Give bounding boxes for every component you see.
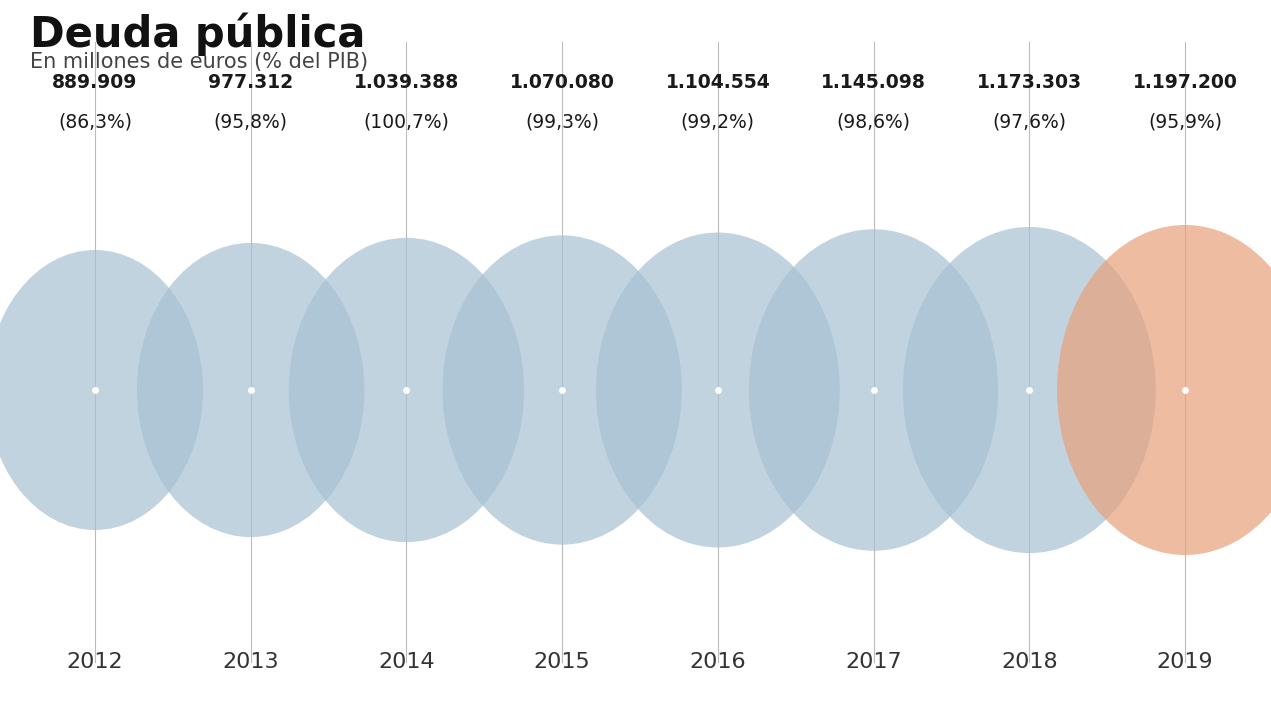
Text: 2019: 2019 (1157, 652, 1214, 672)
Ellipse shape (902, 227, 1155, 553)
Text: (95,8%): (95,8%) (214, 113, 287, 132)
Text: 2013: 2013 (222, 652, 280, 672)
Text: 1.039.388: 1.039.388 (353, 73, 459, 92)
Text: 2015: 2015 (534, 652, 591, 672)
Text: 1.070.080: 1.070.080 (510, 73, 615, 92)
Text: 1.197.200: 1.197.200 (1132, 73, 1238, 92)
Text: (95,9%): (95,9%) (1148, 113, 1221, 132)
Ellipse shape (596, 232, 840, 548)
Text: 889.909: 889.909 (52, 73, 137, 92)
Ellipse shape (137, 243, 365, 537)
Text: 1.104.554: 1.104.554 (666, 73, 770, 92)
Ellipse shape (289, 238, 524, 542)
Text: 2016: 2016 (690, 652, 746, 672)
Text: 977.312: 977.312 (208, 73, 294, 92)
Ellipse shape (749, 230, 998, 551)
Text: 1.145.098: 1.145.098 (821, 73, 927, 92)
Text: En millones de euros (% del PIB): En millones de euros (% del PIB) (31, 52, 369, 72)
Text: 2018: 2018 (1002, 652, 1057, 672)
Text: Deuda pública: Deuda pública (31, 12, 365, 55)
Text: 2014: 2014 (377, 652, 435, 672)
Text: 2012: 2012 (66, 652, 123, 672)
Text: (99,3%): (99,3%) (525, 113, 599, 132)
Text: (97,6%): (97,6%) (993, 113, 1066, 132)
Text: (100,7%): (100,7%) (364, 113, 450, 132)
Ellipse shape (0, 250, 203, 530)
Text: (98,6%): (98,6%) (836, 113, 910, 132)
Ellipse shape (1057, 225, 1271, 555)
Text: 1.173.303: 1.173.303 (976, 73, 1082, 92)
Text: (99,2%): (99,2%) (681, 113, 755, 132)
Text: (86,3%): (86,3%) (58, 113, 132, 132)
Ellipse shape (442, 235, 681, 545)
Text: 2017: 2017 (845, 652, 902, 672)
